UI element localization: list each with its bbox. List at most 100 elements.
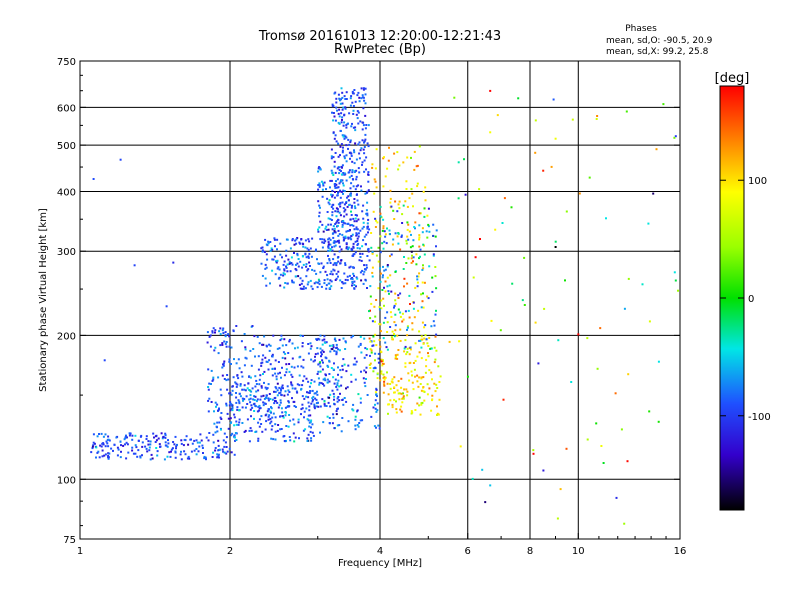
echo-point	[341, 233, 344, 236]
echo-point	[389, 387, 392, 390]
echo-point	[340, 143, 343, 146]
echo-point	[225, 436, 228, 439]
echo-point	[677, 289, 679, 292]
echo-point	[332, 131, 335, 134]
echo-point	[280, 334, 283, 337]
echo-point	[409, 303, 411, 305]
echo-point	[318, 185, 321, 188]
echo-point	[333, 160, 336, 163]
echo-point	[334, 337, 337, 340]
echo-point	[209, 345, 212, 348]
echo-point	[392, 338, 394, 341]
echo-point	[201, 447, 204, 449]
echo-point	[360, 189, 363, 192]
echo-point	[280, 407, 283, 410]
echo-point	[393, 335, 396, 338]
echo-point	[167, 439, 169, 442]
echo-point	[354, 251, 357, 254]
echo-point	[302, 429, 305, 432]
echo-point	[198, 441, 201, 444]
echo-point	[414, 375, 416, 378]
echo-point	[261, 430, 264, 433]
echo-point	[422, 243, 425, 246]
echo-point	[240, 340, 243, 343]
echo-point	[357, 232, 360, 235]
echo-point	[433, 361, 436, 364]
echo-point	[378, 306, 381, 308]
echo-point	[435, 333, 438, 336]
echo-point	[253, 402, 256, 405]
echo-point	[345, 247, 348, 250]
echo-point	[216, 421, 219, 424]
echo-point	[295, 269, 298, 272]
echo-point	[420, 335, 423, 338]
echo-point	[298, 384, 301, 387]
echo-point	[342, 184, 345, 187]
echo-point	[207, 410, 210, 413]
echo-point	[254, 355, 256, 358]
echo-point	[404, 310, 407, 313]
echo-point	[367, 231, 369, 234]
echo-point	[348, 176, 351, 179]
echo-point	[246, 403, 249, 405]
echo-point	[365, 366, 368, 369]
echo-point	[386, 227, 388, 230]
echo-point	[283, 374, 286, 377]
echo-point	[335, 207, 338, 210]
echo-point	[340, 121, 343, 124]
echo-point	[248, 440, 251, 443]
echo-point	[297, 418, 300, 421]
echo-point	[265, 344, 268, 347]
echo-point	[333, 185, 336, 188]
echo-point	[432, 254, 435, 257]
echo-point	[270, 420, 273, 423]
echo-point	[168, 451, 171, 454]
echo-point	[354, 217, 357, 220]
echo-point	[228, 447, 231, 450]
echo-point	[307, 396, 310, 399]
echo-point	[141, 454, 143, 457]
echo-point	[377, 246, 380, 249]
echo-point	[335, 106, 338, 109]
echo-point	[343, 121, 346, 124]
echo-point	[478, 188, 481, 191]
echo-point	[389, 383, 392, 385]
echo-point	[193, 449, 196, 452]
echo-point	[322, 421, 325, 424]
echo-point	[331, 171, 334, 174]
echo-point	[435, 229, 438, 232]
echo-point	[234, 436, 236, 439]
echo-point	[299, 260, 302, 263]
echo-point	[311, 237, 314, 240]
echo-point	[337, 373, 339, 376]
echo-point	[230, 393, 233, 396]
echo-point	[405, 188, 408, 190]
echo-point	[345, 202, 348, 204]
echo-point	[412, 301, 415, 304]
echo-point	[353, 253, 356, 256]
echo-point	[236, 374, 239, 377]
echo-point	[420, 402, 423, 405]
echo-point	[112, 449, 114, 452]
echo-point	[355, 285, 357, 288]
echo-point	[394, 232, 397, 235]
echo-point	[309, 390, 312, 392]
echo-point	[278, 268, 281, 271]
echo-point	[371, 252, 374, 255]
echo-point	[91, 445, 94, 448]
echo-point	[364, 268, 367, 271]
echo-point	[652, 192, 655, 195]
echo-point	[338, 385, 341, 388]
echo-point	[238, 400, 241, 403]
echo-point	[382, 362, 385, 365]
echo-point	[325, 225, 328, 228]
echo-point	[361, 128, 364, 131]
echo-point	[124, 436, 127, 439]
y-tick-label: 100	[57, 475, 76, 486]
echo-point	[434, 335, 437, 338]
echo-point	[320, 262, 323, 265]
echo-point	[438, 398, 441, 401]
echo-point	[379, 267, 381, 270]
echo-point	[116, 446, 119, 449]
echo-point	[235, 385, 238, 388]
